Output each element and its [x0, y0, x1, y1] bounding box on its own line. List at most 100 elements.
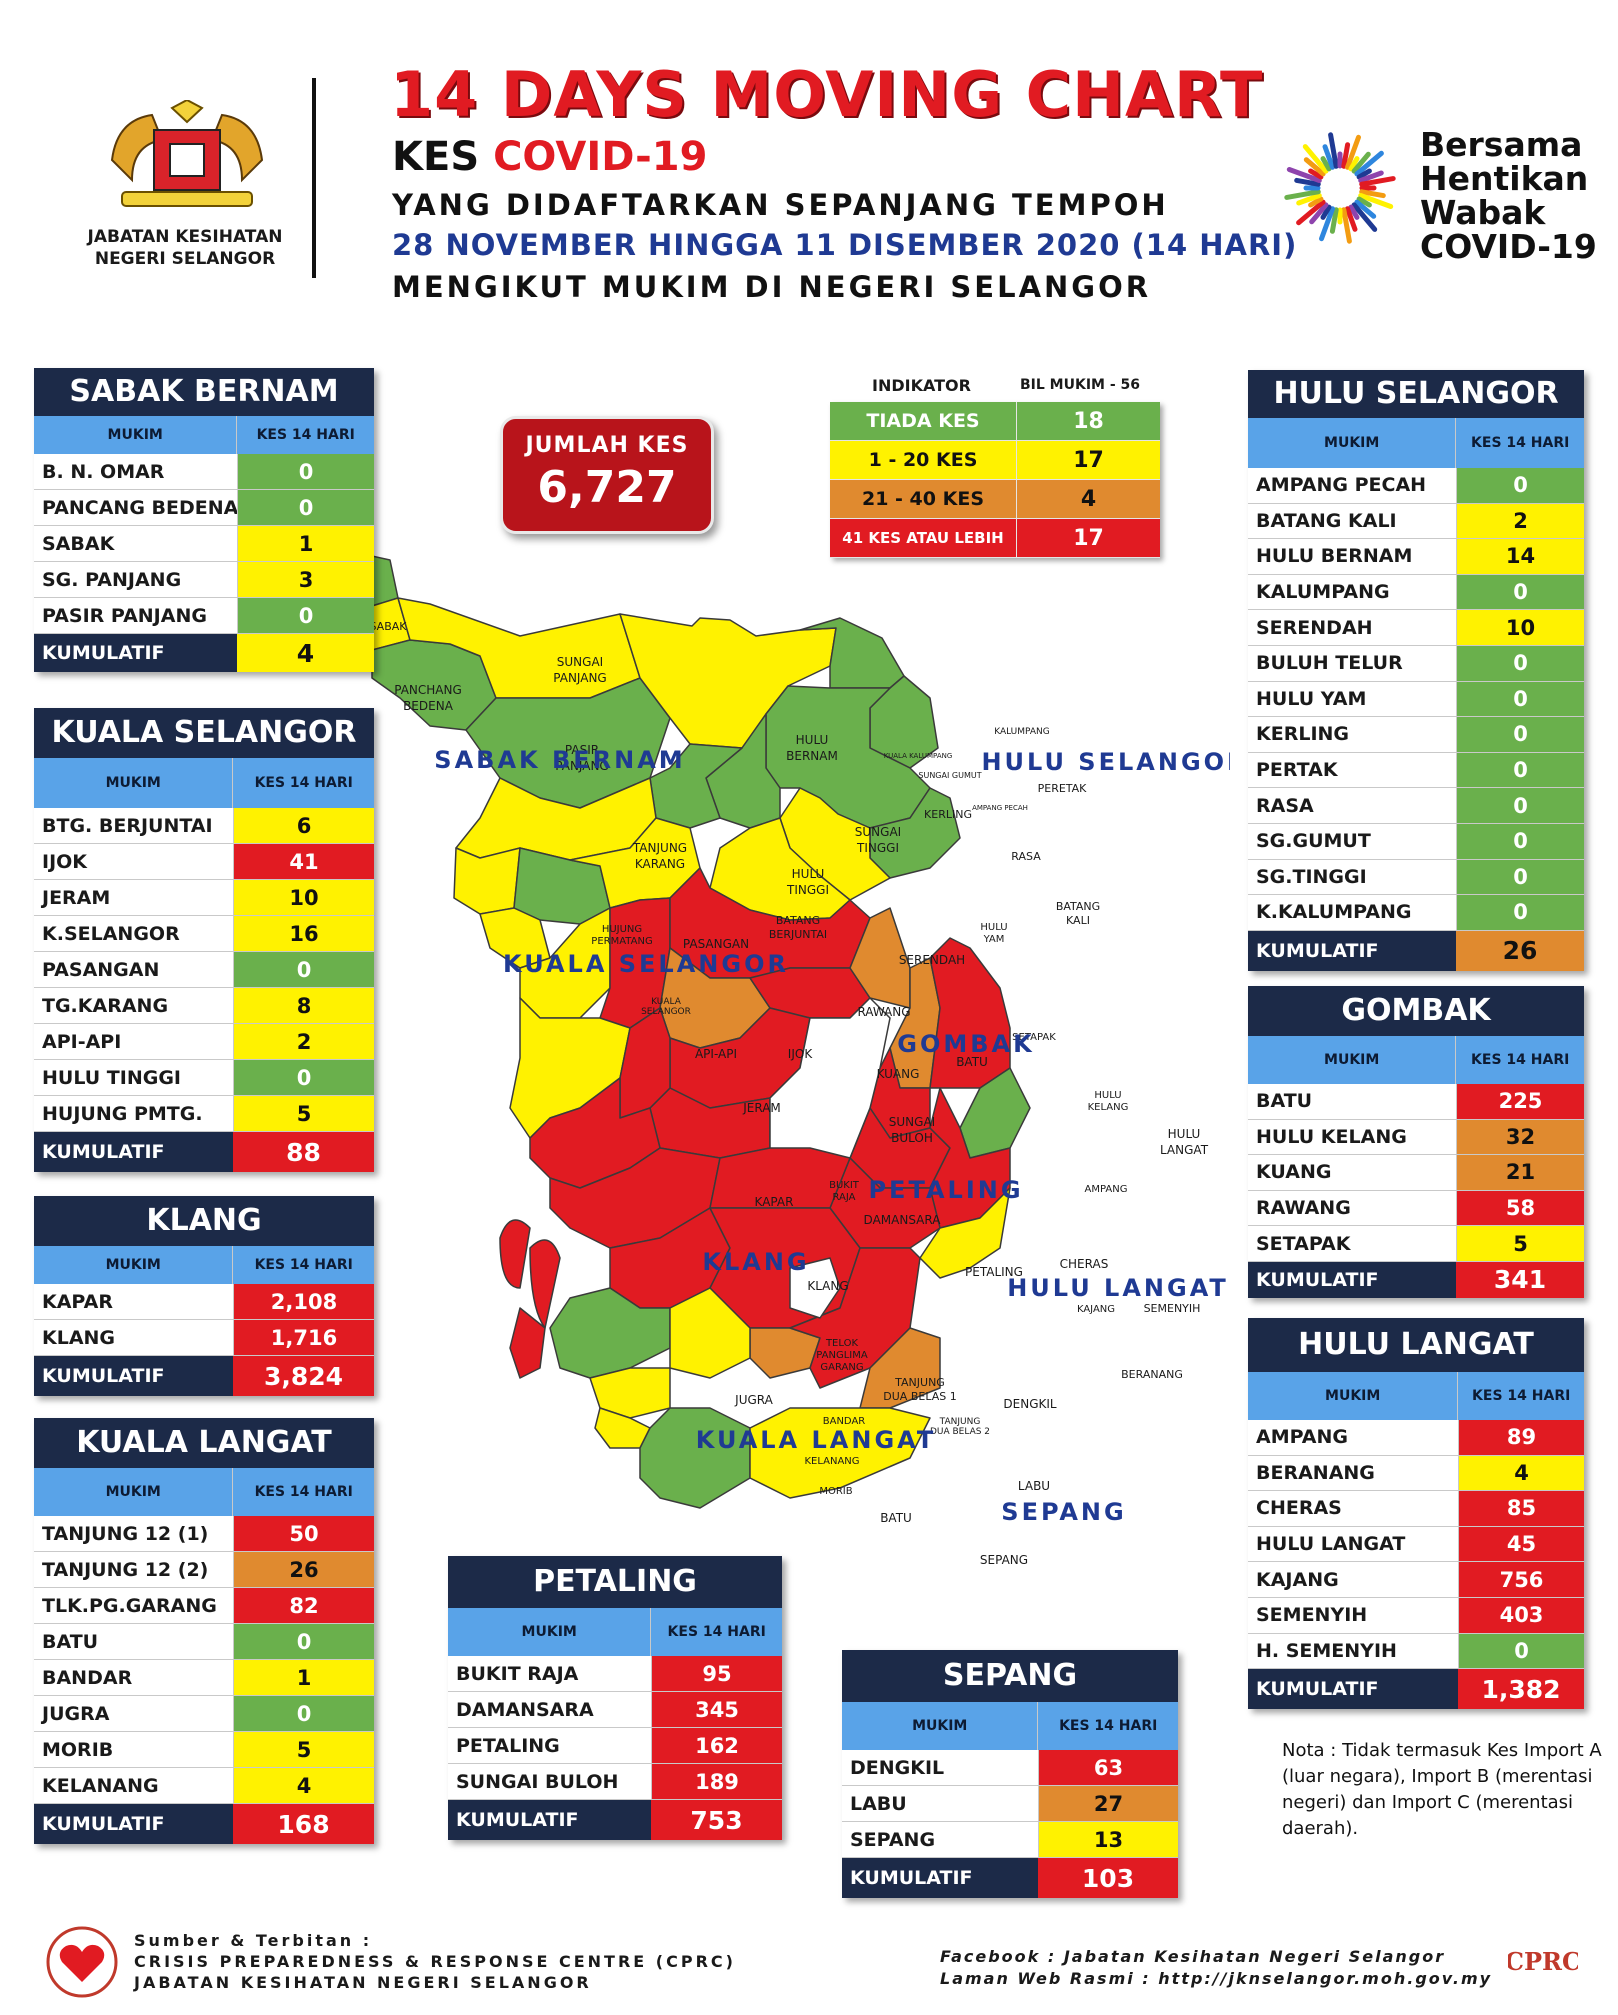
table-title: HULU SELANGOR	[1248, 370, 1584, 418]
map-label: BERANANG	[1121, 1368, 1183, 1381]
row-mukim: SG.GUMUT	[1248, 823, 1456, 859]
row-mukim: KAJANG	[1248, 1562, 1458, 1597]
indicator-count: 17	[1016, 519, 1160, 557]
table-title: PETALING	[448, 1556, 782, 1608]
campaign-burst-logo	[1284, 132, 1396, 244]
row-cases: 2	[233, 1024, 374, 1059]
campaign-line4: COVID-19	[1420, 227, 1597, 266]
table-row: TANJUNG 12 (2) 26	[34, 1552, 374, 1588]
total-value: 1,382	[1458, 1669, 1584, 1710]
burst-ray	[1320, 156, 1332, 172]
campaign-line2: Hentikan	[1420, 159, 1589, 198]
row-cases: 403	[1458, 1597, 1584, 1633]
row-mukim: KELANANG	[34, 1768, 233, 1803]
map-label: SELANGOR	[641, 1007, 691, 1017]
map-label: BUKIT	[829, 1180, 860, 1191]
row-mukim: LABU	[842, 1786, 1038, 1821]
indicator-legend: TIADA KES 18 1 - 20 KES 17 21 - 40 KES 4 41 KE…	[830, 402, 1160, 558]
map-label: AMPANG	[1085, 1184, 1128, 1195]
row-cases: 0	[1456, 574, 1584, 610]
row-mukim: B. N. OMAR	[34, 454, 237, 489]
table-kuala-langat: KUALA LANGAT MUKIM KES 14 HARI TANJUNG 12 (…	[34, 1418, 374, 1844]
map-label: TANJUNG	[632, 841, 687, 855]
row-cases: 41	[233, 844, 374, 879]
row-mukim: SUNGAI BULOH	[448, 1764, 651, 1799]
table-title: GOMBAK	[1248, 986, 1584, 1036]
row-mukim: HULU KELANG	[1248, 1119, 1456, 1155]
map-label: SUNGAI GUMUT	[918, 771, 981, 780]
row-cases: 0	[1456, 468, 1584, 503]
campaign-line3: Wabak	[1420, 193, 1546, 232]
burst-ray	[1303, 157, 1326, 177]
district-label-kuala-selangor: KUALA SELANGOR	[503, 950, 789, 978]
row-mukim: SG. PANJANG	[34, 562, 237, 597]
table-total-row: KUMULATIF 341	[1248, 1261, 1584, 1298]
table-title: KUALA LANGAT	[34, 1418, 374, 1468]
total-label: KUMULATIF	[42, 1365, 165, 1387]
row-mukim: KAPAR	[34, 1284, 233, 1319]
table-total-row: KUMULATIF 26	[1248, 930, 1584, 971]
row-cases: 3	[237, 562, 374, 597]
indicator-header-left: INDIKATOR	[872, 376, 971, 395]
row-cases: 14	[1456, 539, 1584, 574]
total-value: 103	[1038, 1858, 1178, 1898]
burst-ray	[1351, 202, 1378, 232]
row-cases: 10	[233, 880, 374, 915]
row-cases: 4	[1458, 1455, 1584, 1491]
table-row: B. N. OMAR 0	[34, 454, 374, 490]
map-label: DENGKIL	[1003, 1397, 1057, 1411]
table-row: BUKIT RAJA 95	[448, 1656, 782, 1692]
district-label-klang: KLANG	[702, 1248, 809, 1276]
map-label: KLANG	[807, 1279, 848, 1293]
total-label: KUMULATIF	[42, 642, 165, 664]
table-row: LABU 27	[842, 1786, 1178, 1822]
table-row: IJOK 41	[34, 844, 374, 880]
map-label: MORIB	[819, 1486, 852, 1497]
header-divider	[312, 78, 316, 278]
mukim-labels: SABAK PANCHANG BEDENA SUNGAI PANJANG PAS…	[370, 620, 1209, 1567]
map-label: HULU	[1168, 1127, 1201, 1141]
row-cases: 50	[233, 1516, 374, 1551]
row-mukim: TG.KARANG	[34, 988, 233, 1023]
row-cases: 0	[1456, 859, 1584, 895]
district-label-hulu-langat: HULU LANGAT	[1007, 1274, 1229, 1302]
table-col-headers: MUKIM KES 14 HARI	[1248, 418, 1584, 468]
row-mukim: SEMENYIH	[1248, 1597, 1458, 1633]
page-title: 14 DAYS MOVING CHART	[390, 58, 1264, 131]
row-mukim: K.KALUMPANG	[1248, 895, 1456, 930]
map-label: KERLING	[924, 808, 972, 821]
row-mukim: BULUH TELUR	[1248, 645, 1456, 681]
table-col-headers: MUKIM KES 14 HARI	[1248, 1036, 1584, 1084]
indicator-row: 21 - 40 KES 4	[830, 480, 1160, 519]
map-label: PANCHANG	[394, 683, 462, 697]
burst-ray	[1359, 176, 1396, 187]
row-cases: 345	[651, 1692, 782, 1727]
map-label: PETALING	[965, 1265, 1023, 1279]
table-petaling: PETALING MUKIM KES 14 HARI BUKIT RAJA 95 DAMA…	[448, 1556, 782, 1840]
footer-source-label: Sumber & Terbitan :	[134, 1931, 373, 1950]
total-value: 341	[1456, 1261, 1584, 1298]
burst-ray	[1320, 204, 1332, 220]
col-header-kes: KES 14 HARI	[1455, 418, 1584, 468]
indicator-count: 18	[1016, 402, 1160, 440]
indicator-row: 1 - 20 KES 17	[830, 441, 1160, 480]
footer-facebook: Facebook : Jabatan Kesihatan Negeri Sela…	[940, 1947, 1446, 1966]
table-row: BATU 225	[1248, 1084, 1584, 1120]
burst-ray	[1358, 170, 1384, 183]
table-row: AMPANG 89	[1248, 1420, 1584, 1456]
burst-ray	[1341, 207, 1352, 244]
burst-ray	[1328, 132, 1339, 169]
burst-ray	[1284, 189, 1321, 200]
row-mukim: PASIR PANJANG	[34, 598, 237, 633]
map-label: HULU	[792, 867, 825, 881]
map-label: JERAM	[742, 1101, 781, 1115]
total-cases-box: JUMLAH KES 6,727	[500, 416, 714, 534]
row-mukim: PETALING	[448, 1728, 651, 1763]
indicator-count: 4	[1016, 480, 1160, 518]
row-cases: 2,108	[233, 1284, 374, 1319]
map-label: RAJA	[833, 1192, 856, 1203]
row-mukim: KLANG	[34, 1320, 233, 1355]
burst-ray	[1348, 204, 1360, 220]
footer-source-2: JABATAN KESIHATAN NEGERI SELANGOR	[134, 1973, 592, 1992]
map-label: SETAPAK	[1012, 1032, 1056, 1043]
